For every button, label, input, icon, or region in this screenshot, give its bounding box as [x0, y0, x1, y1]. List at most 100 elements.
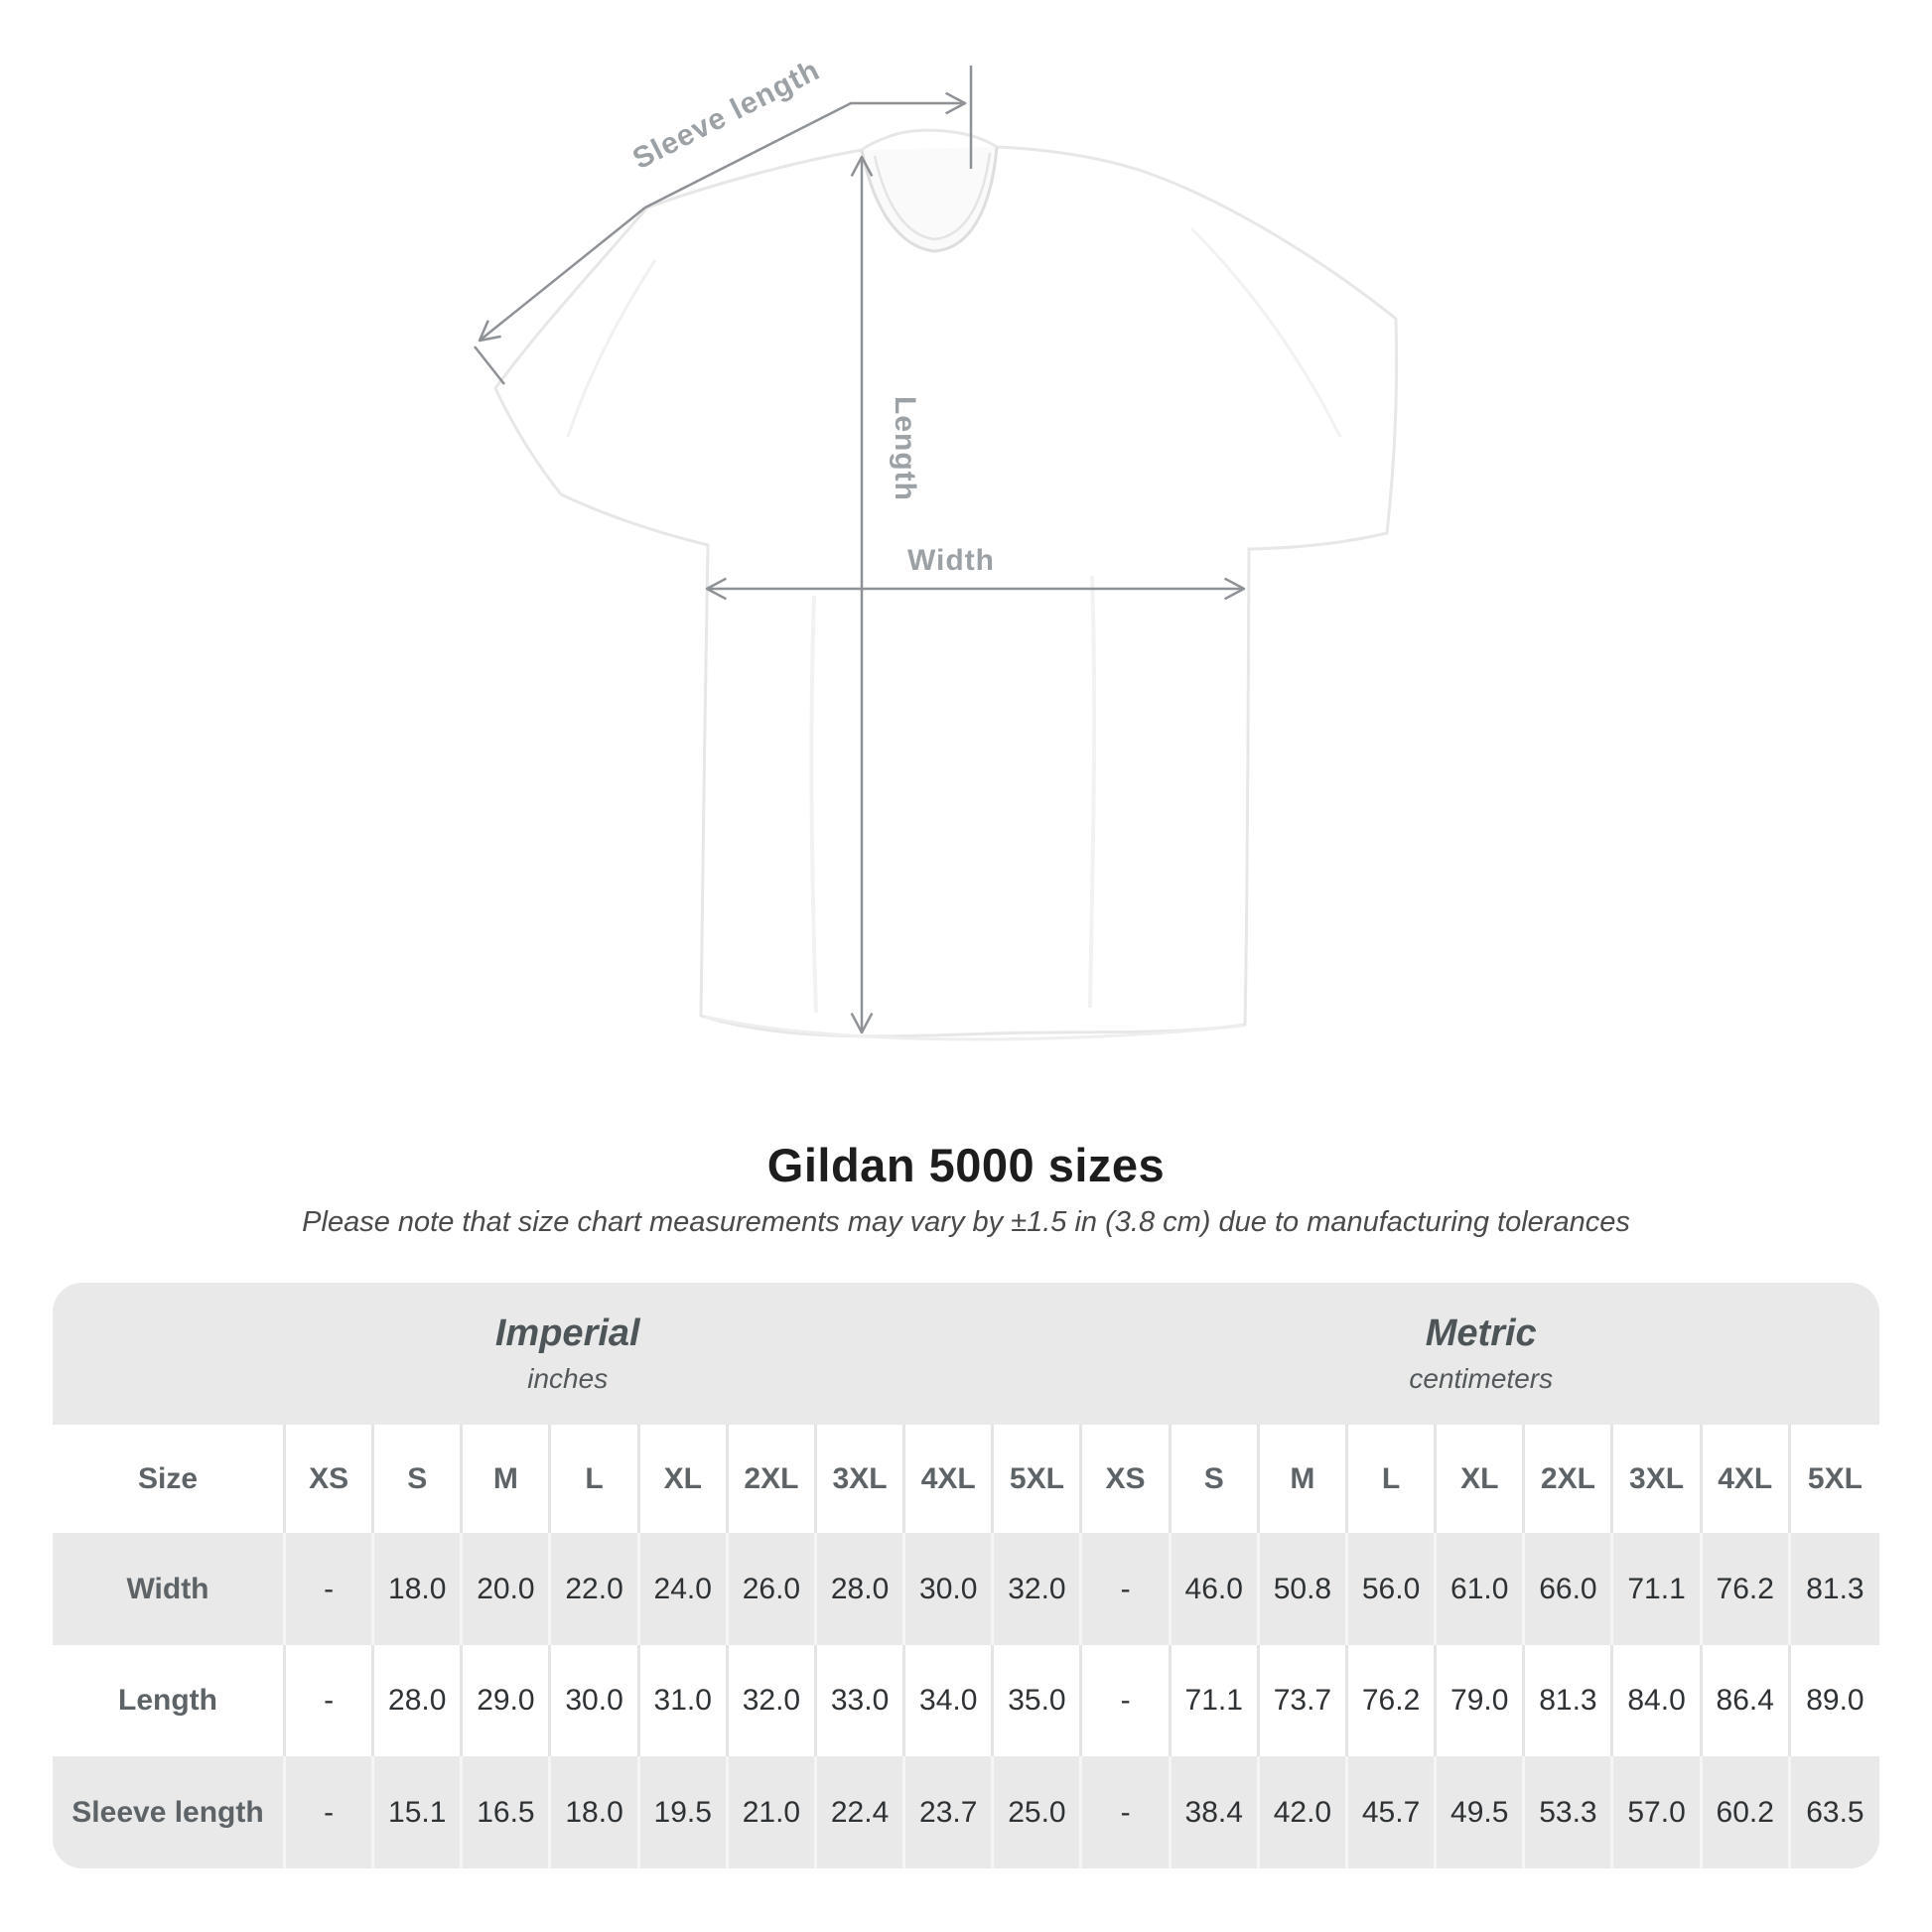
sleeve-metric-value: 60.2: [1702, 1756, 1791, 1868]
length-imperial-value: 32.0: [728, 1645, 817, 1756]
tolerance-note: Please note that size chart measurements…: [302, 1206, 1630, 1238]
sleeve-metric-value: 49.5: [1437, 1756, 1526, 1868]
length-imperial-value: 35.0: [994, 1645, 1083, 1756]
sleeve-imperial-value: 18.0: [551, 1756, 640, 1868]
tshirt-graphic: [493, 128, 1399, 1041]
width-row-label: Width: [53, 1533, 286, 1645]
sleeve-imperial-value: 21.0: [728, 1756, 817, 1868]
width-imperial-value: -: [286, 1533, 375, 1645]
sleeve-imperial-value: -: [286, 1756, 375, 1868]
length-imperial-value: 28.0: [374, 1645, 464, 1756]
length-metric-value: 89.0: [1790, 1645, 1879, 1756]
size-column-header: Size: [53, 1425, 286, 1533]
width-imperial-value: 18.0: [374, 1533, 464, 1645]
size-header-imperial-s: S: [374, 1425, 464, 1533]
width-label: Width: [907, 544, 995, 577]
metric-unit: centimeters: [1409, 1363, 1554, 1394]
width-imperial-value: 22.0: [551, 1533, 640, 1645]
size-header-imperial-4xl: 4XL: [905, 1425, 995, 1533]
length-metric-value: -: [1082, 1645, 1172, 1756]
sleeve-imperial-value: 16.5: [463, 1756, 552, 1868]
length-metric-value: 86.4: [1702, 1645, 1791, 1756]
width-imperial-value: 26.0: [728, 1533, 817, 1645]
width-metric-value: 76.2: [1702, 1533, 1791, 1645]
size-header-imperial-5xl: 5XL: [994, 1425, 1083, 1533]
length-imperial-value: -: [286, 1645, 375, 1756]
sleeve-imperial-value: 19.5: [639, 1756, 729, 1868]
sleeve-metric-value: 57.0: [1613, 1756, 1703, 1868]
sleeve-end-tick: [474, 345, 505, 385]
length-imperial-value: 30.0: [551, 1645, 640, 1756]
width-metric-value: 81.3: [1790, 1533, 1879, 1645]
tshirt-fold-line: [1189, 226, 1342, 438]
length-metric-value: 84.0: [1613, 1645, 1703, 1756]
width-metric-value: 66.0: [1525, 1533, 1614, 1645]
sleeve-row-label: Sleeve length: [53, 1756, 286, 1868]
length-imperial-value: 33.0: [816, 1645, 906, 1756]
tshirt-body: [493, 128, 1399, 1038]
sleeve-length-arrow: [474, 66, 973, 385]
sleeve-length-label: Sleeve length: [627, 54, 825, 176]
size-header-metric-3xl: 3XL: [1613, 1425, 1703, 1533]
sleeve-imperial-value: 15.1: [374, 1756, 464, 1868]
tshirt-measurement-diagram: Sleeve length Length Width: [474, 54, 1399, 1041]
size-header-metric-m: M: [1259, 1425, 1348, 1533]
length-label: Length: [889, 396, 921, 501]
tshirt-fold-line: [1088, 575, 1097, 1009]
size-header-metric-s: S: [1171, 1425, 1260, 1533]
width-arrow: [705, 577, 1246, 601]
size-table: Imperial inches Metric centimeters Size …: [53, 1283, 1879, 1868]
metric-group-header: Metric centimeters: [1082, 1283, 1879, 1425]
width-metric-value: 50.8: [1259, 1533, 1348, 1645]
tshirt-diagram-svg: Sleeve length Length Width: [474, 54, 1399, 1041]
tshirt-fold-line: [566, 259, 657, 438]
size-header-imperial-xs: XS: [286, 1425, 375, 1533]
size-header-metric-xs: XS: [1082, 1425, 1172, 1533]
size-header-imperial-m: M: [463, 1425, 552, 1533]
size-header-imperial-2xl: 2XL: [728, 1425, 817, 1533]
width-imperial-value: 32.0: [994, 1533, 1083, 1645]
sleeve-metric-value: 42.0: [1259, 1756, 1348, 1868]
tshirt-hem-shadow: [704, 1015, 1244, 1041]
sleeve-metric-value: -: [1082, 1756, 1172, 1868]
sleeve-metric-value: 38.4: [1171, 1756, 1260, 1868]
page-title: Gildan 5000 sizes: [766, 1139, 1166, 1191]
width-metric-value: 46.0: [1171, 1533, 1260, 1645]
sleeve-metric-value: 45.7: [1347, 1756, 1438, 1868]
imperial-unit: inches: [527, 1363, 609, 1394]
length-arrow: [850, 155, 874, 1035]
metric-label: Metric: [1425, 1312, 1537, 1354]
size-header-metric-4xl: 4XL: [1702, 1425, 1791, 1533]
tshirt-fold-line: [809, 595, 818, 1014]
length-metric-value: 79.0: [1437, 1645, 1526, 1756]
sleeve-imperial-value: 23.7: [905, 1756, 995, 1868]
size-header-imperial-l: L: [551, 1425, 640, 1533]
length-imperial-value: 31.0: [639, 1645, 729, 1756]
sleeve-metric-value: 63.5: [1790, 1756, 1879, 1868]
length-imperial-value: 29.0: [463, 1645, 552, 1756]
width-imperial-value: 24.0: [639, 1533, 729, 1645]
width-imperial-value: 20.0: [463, 1533, 552, 1645]
size-header-metric-l: L: [1347, 1425, 1438, 1533]
size-header-metric-xl: XL: [1437, 1425, 1526, 1533]
length-metric-value: 71.1: [1171, 1645, 1260, 1756]
imperial-label: Imperial: [494, 1312, 640, 1354]
width-metric-value: 71.1: [1613, 1533, 1703, 1645]
sleeve-imperial-value: 25.0: [994, 1756, 1083, 1868]
size-header-imperial-xl: XL: [639, 1425, 729, 1533]
length-metric-value: 81.3: [1525, 1645, 1614, 1756]
length-imperial-value: 34.0: [905, 1645, 995, 1756]
width-metric-value: 56.0: [1347, 1533, 1438, 1645]
width-metric-value: -: [1082, 1533, 1172, 1645]
width-imperial-value: 28.0: [816, 1533, 906, 1645]
length-metric-value: 76.2: [1347, 1645, 1438, 1756]
width-metric-value: 61.0: [1437, 1533, 1526, 1645]
sleeve-metric-value: 53.3: [1525, 1756, 1614, 1868]
size-header-metric-5xl: 5XL: [1790, 1425, 1879, 1533]
imperial-group-header: Imperial inches: [53, 1283, 1083, 1425]
size-header-metric-2xl: 2XL: [1525, 1425, 1614, 1533]
sleeve-imperial-value: 22.4: [816, 1756, 906, 1868]
length-row-label: Length: [53, 1645, 286, 1756]
length-metric-value: 73.7: [1259, 1645, 1348, 1756]
tshirt-collar-inner: [873, 152, 992, 241]
